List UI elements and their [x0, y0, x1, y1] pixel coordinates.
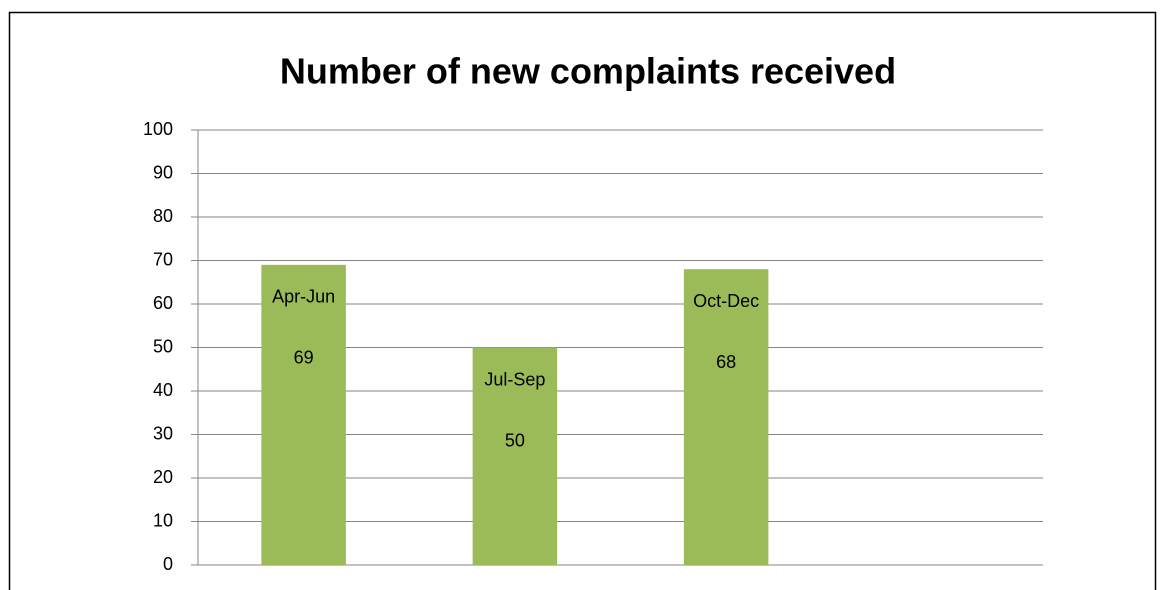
- bar: [261, 264, 346, 565]
- data-label: 68: [716, 352, 736, 372]
- y-tick-label: 90: [153, 162, 173, 182]
- y-tick-label: 40: [153, 380, 173, 400]
- category-label: Oct-Dec: [693, 291, 759, 311]
- y-tick-label: 100: [143, 119, 173, 139]
- y-tick-label: 50: [153, 336, 173, 356]
- category-label: Jul-Sep: [484, 369, 545, 389]
- y-tick-label: 10: [153, 510, 173, 530]
- y-tick-label: 60: [153, 293, 173, 313]
- data-label: 50: [505, 430, 525, 450]
- bar: [472, 347, 558, 565]
- bar: [683, 269, 769, 565]
- y-tick-label: 20: [153, 467, 173, 487]
- y-tick-label: 80: [153, 206, 173, 226]
- y-tick-label: 30: [153, 423, 173, 443]
- data-label: 69: [294, 348, 314, 368]
- y-tick-label: 0: [163, 554, 173, 574]
- chart-title: Number of new complaints received: [280, 51, 896, 92]
- category-label: Apr-Jun: [272, 287, 335, 307]
- y-tick-label: 70: [153, 249, 173, 269]
- chart-border: [8, 11, 1157, 590]
